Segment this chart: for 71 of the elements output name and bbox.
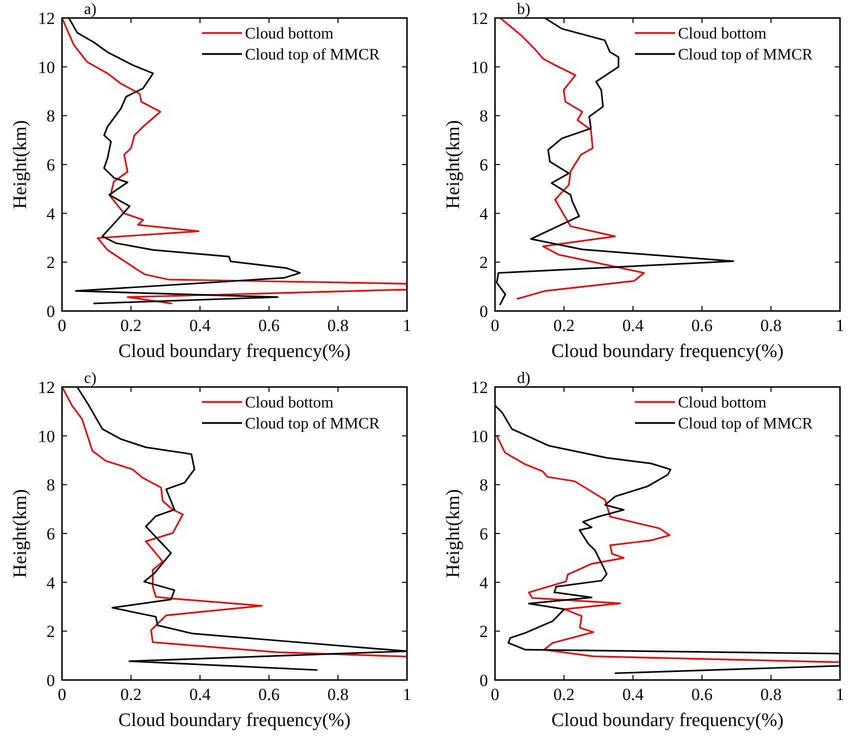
legend-label: Cloud bottom [678, 394, 768, 412]
y-tick-label: 6 [46, 155, 55, 174]
x-tick-label: 0.4 [622, 316, 644, 335]
y-tick-label: 0 [480, 302, 488, 321]
legend-label: Cloud top of MMCR [678, 416, 814, 433]
y-axis-title: Height(km) [443, 489, 464, 578]
x-tick-label: 0.2 [120, 316, 142, 335]
y-tick-label: 12 [38, 378, 55, 397]
y-tick-label: 6 [480, 524, 488, 544]
x-tick-label: 1 [836, 685, 844, 704]
text: b) [517, 1, 530, 18]
y-tick-label: 12 [471, 8, 488, 28]
y-tick-label: 4 [46, 204, 56, 224]
legend-label: Cloud top of MMCR [678, 46, 814, 64]
x-tick-label: 0.6 [258, 316, 280, 335]
y-tick-label: 8 [46, 476, 55, 495]
legend-label: Cloud bottom [678, 26, 768, 43]
x-tick-label: 0.8 [760, 316, 782, 335]
text: c) [84, 370, 96, 387]
y-tick-label: 0 [46, 302, 55, 321]
line-series [499, 18, 645, 300]
y-tick-label: 10 [38, 58, 55, 77]
x-tick-label: 0.2 [553, 316, 575, 335]
line-series [496, 435, 840, 663]
x-tick-label: 0.8 [327, 316, 349, 335]
y-tick-label: 2 [480, 622, 488, 642]
x-tick-label: 0.8 [760, 685, 782, 704]
y-tick-label: 8 [480, 476, 488, 495]
y-tick-label: 2 [46, 253, 55, 272]
y-tick-label: 6 [480, 155, 488, 174]
line-series [62, 18, 407, 304]
text: d) [517, 370, 530, 387]
y-tick-label: 12 [38, 8, 55, 28]
legend-label: Cloud bottom [245, 26, 334, 43]
legend-label: Cloud bottom [245, 394, 334, 412]
text: a) [84, 1, 96, 18]
x-tick-label: 0.6 [691, 685, 713, 704]
x-axis-title: Cloud boundary frequency(%) [551, 341, 784, 362]
x-tick-label: 0.2 [120, 685, 142, 704]
x-tick-label: 0.4 [189, 685, 212, 704]
y-axis-title: Height(km) [443, 120, 464, 209]
x-tick-label: 0.6 [691, 316, 713, 335]
y-tick-label: 2 [480, 253, 488, 272]
x-tick-label: 1 [836, 316, 844, 335]
x-tick-label: 0.6 [258, 685, 280, 704]
y-tick-label: 4 [480, 204, 488, 224]
y-tick-label: 4 [480, 573, 488, 592]
x-axis-title: Cloud boundary frequency(%) [551, 710, 784, 731]
y-axis-title: Height(km) [10, 489, 31, 578]
y-tick-label: 2 [46, 622, 55, 642]
x-tick-label: 0.8 [327, 685, 349, 704]
x-axis-title: Cloud boundary frequency(%) [118, 710, 351, 731]
y-tick-label: 0 [480, 670, 488, 690]
x-tick-label: 0.2 [553, 685, 575, 704]
y-tick-label: 8 [46, 106, 55, 126]
y-axis-title: Height(km) [10, 120, 31, 209]
y-tick-label: 10 [38, 426, 55, 446]
y-tick-label: 6 [46, 524, 55, 544]
y-tick-label: 10 [471, 426, 488, 446]
y-tick-label: 4 [46, 573, 56, 592]
y-tick-label: 10 [471, 58, 488, 77]
x-tick-label: 0.4 [189, 316, 212, 335]
x-tick-label: 1 [402, 685, 412, 704]
y-tick-label: 12 [471, 378, 488, 397]
y-tick-label: 8 [480, 106, 488, 126]
y-tick-label: 0 [46, 670, 55, 690]
x-tick-label: 1 [402, 316, 412, 335]
legend-label: Cloud top of MMCR [245, 46, 380, 64]
legend-label: Cloud top of MMCR [245, 416, 380, 433]
x-tick-label: 0.4 [622, 685, 644, 704]
x-axis-title: Cloud boundary frequency(%) [118, 341, 351, 362]
